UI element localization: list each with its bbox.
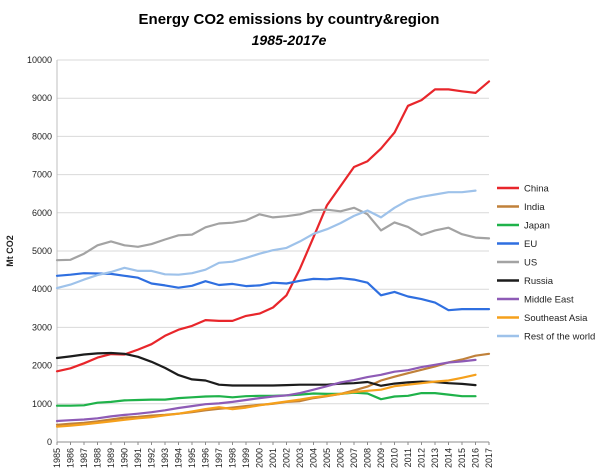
- x-tick-label: 1992: [147, 448, 157, 468]
- y-tick-label: 2000: [32, 361, 52, 371]
- y-tick-label: 6000: [32, 208, 52, 218]
- x-tick-label: 2010: [390, 448, 400, 468]
- legend-label-eu: EU: [524, 239, 537, 250]
- x-tick-label: 1989: [106, 448, 116, 468]
- y-tick-label: 7000: [32, 170, 52, 180]
- x-tick-label: 1985: [52, 448, 62, 468]
- y-tick-label: 0: [47, 437, 52, 447]
- x-tick-label: 2003: [295, 448, 305, 468]
- x-tick-label: 1995: [187, 448, 197, 468]
- y-tick-label: 3000: [32, 322, 52, 332]
- series-lines: [55, 80, 491, 428]
- series-line-us: [55, 206, 491, 262]
- x-tick-label: 2001: [268, 448, 278, 468]
- series-line-japan: [55, 391, 477, 407]
- x-tick-label: 2012: [417, 448, 427, 468]
- x-tick-label: 1997: [214, 448, 224, 468]
- y-tick-label: 10000: [27, 55, 52, 65]
- y-tick-label: 9000: [32, 93, 52, 103]
- legend-label-russia: Russia: [524, 276, 554, 287]
- series-line-rest-of-the-world: [55, 189, 477, 290]
- x-tick-label: 2008: [363, 448, 373, 468]
- legend-label-china: China: [524, 184, 550, 195]
- x-tick-label: 2000: [255, 448, 265, 468]
- legend-label-rest-of-the-world: Rest of the world: [524, 332, 595, 343]
- x-tick-label: 1996: [201, 448, 211, 468]
- x-tick-label: 1986: [66, 448, 76, 468]
- x-tick-label: 2011: [403, 448, 413, 467]
- y-axis-label: Mt CO2: [5, 235, 15, 267]
- series-line-russia: [55, 351, 477, 387]
- x-tick-label: 2013: [430, 448, 440, 468]
- x-tick-label: 2017: [484, 448, 494, 468]
- y-tick-label: 8000: [32, 131, 52, 141]
- legend-label-india: India: [524, 202, 545, 213]
- series-line-middle-east: [55, 358, 477, 423]
- series-line-eu: [55, 272, 491, 312]
- x-tick-label: 1991: [133, 448, 143, 468]
- x-tick-label: 2006: [336, 448, 346, 468]
- x-tick-label: 1988: [93, 448, 103, 468]
- x-tick-label: 2004: [309, 448, 319, 468]
- x-tick-label: 2009: [376, 448, 386, 468]
- x-tick-label: 2007: [349, 448, 359, 468]
- y-tick-label: 4000: [32, 284, 52, 294]
- x-tick-label: 1998: [228, 448, 238, 468]
- y-tick-label: 1000: [32, 399, 52, 409]
- legend-label-japan: Japan: [524, 221, 550, 232]
- series-line-china: [55, 80, 491, 373]
- x-tick-label: 1994: [174, 448, 184, 468]
- x-tick-label: 2015: [457, 448, 467, 468]
- legend-label-middle-east: Middle East: [524, 295, 574, 306]
- x-tick-label: 1990: [120, 448, 130, 468]
- x-tick-label: 1987: [79, 448, 89, 468]
- legend-label-us: US: [524, 258, 537, 269]
- legend-label-southeast-asia: Southeast Asia: [524, 313, 588, 324]
- chart-title: Energy CO2 emissions by country&region: [139, 11, 440, 28]
- series-line-southeast-asia: [55, 373, 477, 428]
- x-tick-label: 1993: [160, 448, 170, 468]
- x-tick-label: 2005: [322, 448, 332, 468]
- x-tick-label: 1999: [241, 448, 251, 468]
- y-tick-label: 5000: [32, 246, 52, 256]
- x-tick-label: 2014: [444, 448, 454, 468]
- x-tick-label: 2016: [471, 448, 481, 468]
- x-tick-label: 2002: [282, 448, 292, 468]
- chart-subtitle: 1985-2017e: [252, 32, 327, 48]
- legend: China India Japan EU US Russia Middle East Sout…: [497, 184, 595, 343]
- axes: 0 1000 2000 3000 4000 5000 6000 7000 8000 9000 100…: [27, 55, 494, 468]
